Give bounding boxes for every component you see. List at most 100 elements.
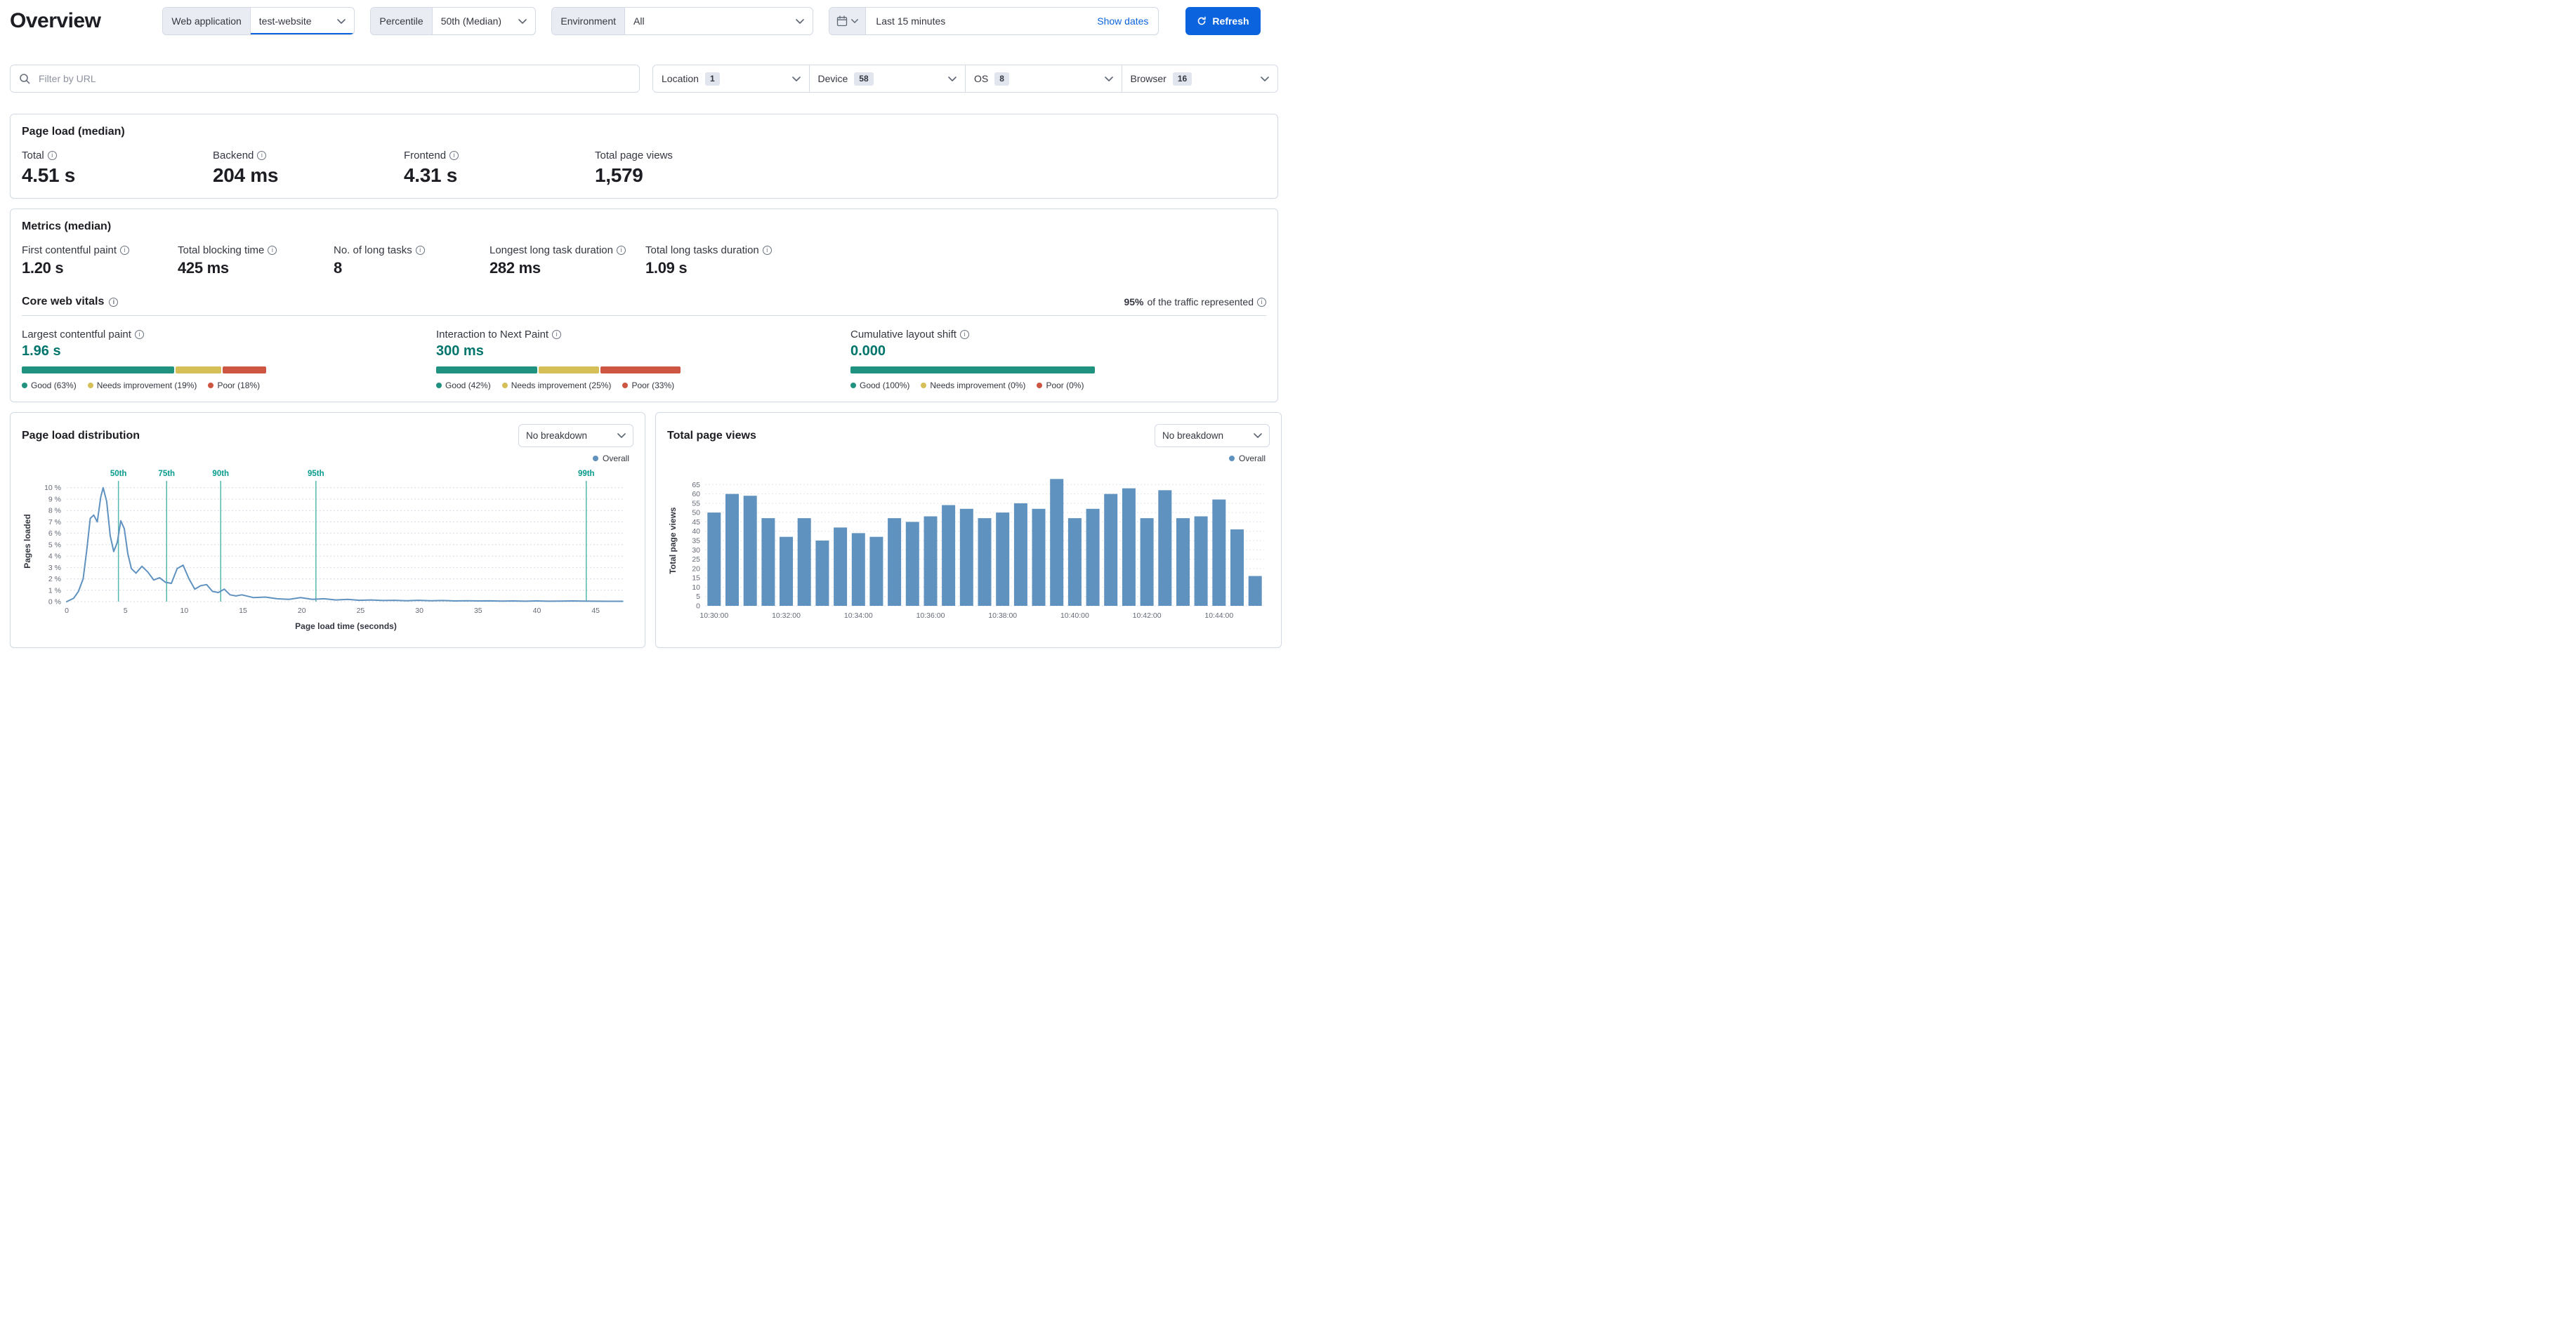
info-icon[interactable] bbox=[47, 151, 57, 160]
info-icon[interactable] bbox=[959, 330, 969, 339]
environment-label: Environment bbox=[552, 8, 626, 34]
percentile-value: 50th (Median) bbox=[440, 15, 502, 27]
info-icon[interactable] bbox=[449, 151, 459, 160]
svg-text:25: 25 bbox=[357, 607, 365, 615]
vital-lcp: Largest contentful paint 1.96 s Good (63… bbox=[22, 329, 436, 390]
filter-os-count-badge: 8 bbox=[994, 72, 1009, 86]
core-web-vitals-title: Core web vitals bbox=[22, 296, 105, 307]
time-range-picker: Last 15 minutes Show dates bbox=[829, 7, 1159, 35]
calendar-dropdown-button[interactable] bbox=[829, 8, 867, 34]
page-views-panel-title: Total page views bbox=[667, 429, 756, 442]
filter-location-count-badge: 1 bbox=[704, 72, 720, 86]
vital-inp: Interaction to Next Paint 300 ms Good (4… bbox=[436, 329, 850, 390]
vital-cls: Cumulative layout shift 0.000 Good (100%… bbox=[850, 329, 1265, 390]
info-icon[interactable] bbox=[415, 246, 425, 255]
svg-text:9 %: 9 % bbox=[48, 495, 61, 503]
distribution-legend[interactable]: Overall bbox=[22, 453, 629, 464]
info-icon[interactable] bbox=[616, 246, 626, 255]
info-icon[interactable] bbox=[257, 151, 267, 160]
svg-text:0: 0 bbox=[696, 602, 700, 611]
svg-text:5: 5 bbox=[124, 607, 128, 615]
svg-text:65: 65 bbox=[692, 481, 700, 489]
chevron-down-icon bbox=[1104, 76, 1113, 81]
svg-text:50th: 50th bbox=[110, 470, 127, 478]
vital-inp-label: Interaction to Next Paint bbox=[436, 329, 549, 340]
metric-total-page-views-label: Total page views bbox=[595, 150, 673, 161]
svg-text:Total page views: Total page views bbox=[668, 507, 678, 574]
refresh-button[interactable]: Refresh bbox=[1185, 7, 1261, 35]
info-icon[interactable] bbox=[762, 246, 772, 255]
svg-text:2 %: 2 % bbox=[48, 575, 61, 583]
metric-backend: Backend 204 ms bbox=[213, 150, 404, 187]
page-load-distribution-chart[interactable]: 0 % 1 % 2 % 3 % 4 % 5 % 6 % 7 % 8 % 9 % 10 % 0 5 10 15… bbox=[22, 465, 633, 633]
svg-text:0 %: 0 % bbox=[48, 598, 61, 607]
svg-text:Page load time (seconds): Page load time (seconds) bbox=[295, 621, 397, 631]
svg-text:15: 15 bbox=[239, 607, 247, 615]
chevron-down-icon bbox=[948, 76, 957, 81]
filter-browser-label: Browser bbox=[1130, 73, 1167, 84]
refresh-label: Refresh bbox=[1212, 15, 1249, 27]
info-icon[interactable] bbox=[109, 297, 119, 307]
metric-longest-task-label: Longest long task duration bbox=[489, 244, 613, 256]
percentile-control: Percentile 50th (Median) bbox=[370, 7, 537, 35]
web-application-label: Web application bbox=[163, 8, 251, 34]
chevron-down-icon bbox=[617, 433, 626, 438]
svg-text:8 %: 8 % bbox=[48, 507, 61, 515]
info-icon[interactable] bbox=[552, 330, 562, 339]
svg-text:10:38:00: 10:38:00 bbox=[988, 611, 1017, 620]
legend-dot bbox=[1228, 456, 1235, 461]
filter-location[interactable]: Location 1 bbox=[653, 65, 809, 92]
info-icon[interactable] bbox=[120, 246, 130, 255]
metric-long-tasks: No. of long tasks 8 bbox=[334, 244, 489, 277]
distribution-breakdown-select[interactable]: No breakdown bbox=[518, 424, 633, 447]
svg-text:15: 15 bbox=[692, 574, 700, 583]
info-icon[interactable] bbox=[134, 330, 144, 339]
svg-text:30: 30 bbox=[692, 546, 700, 555]
info-icon[interactable] bbox=[1257, 297, 1266, 307]
core-web-vitals-header: Core web vitals 95% of the traffic repre… bbox=[22, 296, 1266, 308]
vital-inp-legend: Good (42%) Needs improvement (25%) Poor … bbox=[436, 380, 850, 390]
vital-cls-distribution-bar bbox=[850, 366, 1095, 373]
page-views-breakdown-select[interactable]: No breakdown bbox=[1155, 424, 1270, 447]
metric-frontend-value: 4.31 s bbox=[404, 164, 458, 186]
page-views-legend[interactable]: Overall bbox=[667, 453, 1266, 464]
info-icon[interactable] bbox=[268, 246, 277, 255]
distribution-panel-title: Page load distribution bbox=[22, 429, 140, 442]
environment-select[interactable]: All bbox=[625, 8, 813, 34]
vital-lcp-legend: Good (63%) Needs improvement (19%) Poor … bbox=[22, 380, 436, 390]
metrics-panel-title: Metrics (median) bbox=[22, 220, 112, 232]
url-filter-input[interactable] bbox=[37, 72, 631, 85]
poor-dot bbox=[622, 383, 629, 388]
percentile-select[interactable]: 50th (Median) bbox=[433, 8, 536, 34]
filter-device[interactable]: Device 58 bbox=[808, 65, 966, 92]
web-application-select[interactable]: test-website bbox=[251, 8, 355, 34]
legend-dot bbox=[592, 456, 598, 461]
svg-text:6 %: 6 % bbox=[48, 529, 61, 538]
page-load-panel: Page load (median) Total 4.51 s Backend … bbox=[10, 114, 1278, 199]
filter-browser[interactable]: Browser 16 bbox=[1121, 65, 1278, 92]
filter-os[interactable]: OS 8 bbox=[965, 65, 1122, 92]
svg-text:7 %: 7 % bbox=[48, 518, 61, 527]
svg-text:45: 45 bbox=[692, 518, 700, 527]
svg-text:55: 55 bbox=[692, 499, 700, 508]
metrics-panel: Metrics (median) First contentful paint … bbox=[10, 209, 1278, 402]
time-range-value[interactable]: Last 15 minutes bbox=[876, 15, 946, 27]
metric-total-page-views: Total page views 1,579 bbox=[595, 150, 786, 187]
poor-dot bbox=[1037, 383, 1043, 388]
good-dot bbox=[436, 383, 442, 388]
svg-text:10:44:00: 10:44:00 bbox=[1204, 611, 1233, 620]
svg-text:10 %: 10 % bbox=[44, 484, 61, 492]
svg-text:75th: 75th bbox=[158, 470, 175, 478]
metric-backend-label: Backend bbox=[213, 150, 254, 161]
web-application-control: Web application test-website bbox=[162, 7, 355, 35]
vital-lcp-value: 1.96 s bbox=[22, 343, 61, 359]
metric-fcp-label: First contentful paint bbox=[22, 244, 117, 256]
vital-cls-label: Cumulative layout shift bbox=[850, 329, 957, 340]
show-dates-link[interactable]: Show dates bbox=[1097, 15, 1149, 27]
environment-value: All bbox=[633, 15, 645, 27]
svg-text:5: 5 bbox=[696, 593, 700, 601]
metric-backend-value: 204 ms bbox=[213, 164, 279, 186]
page-load-metrics: Total 4.51 s Backend 204 ms Frontend 4.3… bbox=[22, 150, 1266, 187]
web-application-value: test-website bbox=[258, 15, 312, 27]
